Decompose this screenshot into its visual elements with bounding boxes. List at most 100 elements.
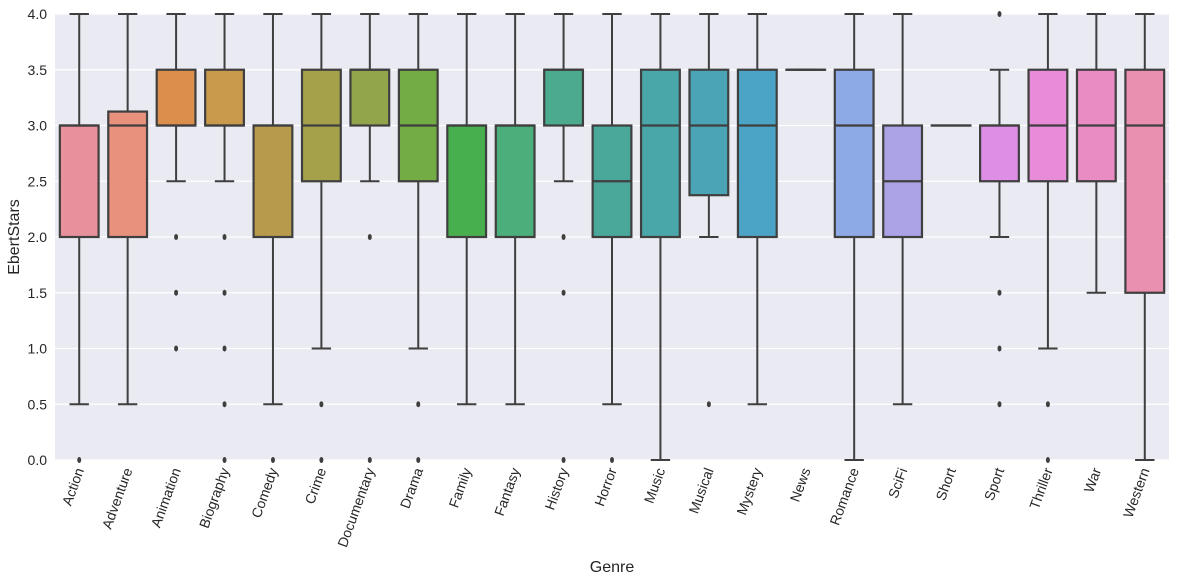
y-axis-ticks: 0.0 0.5 1.0 1.5 2.0 2.5 3.0 3.5 4.0 [28, 6, 48, 468]
box-iqr [155, 68, 197, 127]
outlier-point [706, 401, 711, 408]
x-tick-label: News [787, 466, 814, 504]
outlier-point [416, 401, 421, 408]
y-tick-label: 2.0 [28, 229, 48, 245]
box-iqr [1124, 68, 1166, 294]
box-iqr [58, 124, 100, 239]
box-iqr [204, 68, 245, 127]
box-adventure [107, 13, 149, 406]
x-tick-label: War [1081, 465, 1105, 494]
y-tick-label: 3.5 [28, 62, 48, 78]
x-tick-label: Horror [591, 465, 620, 508]
outlier-point [174, 289, 179, 296]
y-tick-label: 3.0 [28, 118, 48, 134]
box-musical [688, 13, 730, 408]
x-axis-label: Genre [590, 559, 635, 576]
outlier-point [561, 234, 566, 240]
box-western [1124, 13, 1166, 461]
box-iqr [252, 124, 294, 239]
x-tick-label: Thriller [1026, 465, 1056, 511]
box-drama [397, 13, 439, 463]
box-series [58, 11, 1166, 463]
x-tick-label: Western [1120, 466, 1153, 520]
x-tick-label: Mystery [733, 466, 765, 518]
box-family [446, 13, 488, 406]
outlier-point [561, 289, 566, 296]
y-tick-label: 2.5 [28, 173, 48, 189]
y-tick-label: 4.0 [28, 6, 48, 22]
y-tick-label: 0.5 [28, 396, 48, 412]
outlier-point [319, 457, 324, 463]
box-documentary [349, 13, 391, 463]
x-tick-label: Adventure [99, 465, 136, 531]
outlier-point [997, 401, 1002, 408]
outlier-point [270, 457, 275, 463]
x-tick-label: Music [641, 466, 669, 506]
x-tick-label: Biography [196, 466, 233, 531]
outlier-point [222, 289, 227, 296]
box-biography [204, 13, 245, 463]
x-tick-label: Drama [397, 465, 426, 510]
box-iqr [833, 68, 875, 239]
x-tick-label: History [541, 466, 571, 512]
box-scifi [882, 13, 924, 406]
outlier-point [997, 345, 1002, 352]
outlier-point [222, 401, 227, 408]
x-tick-label: Animation [148, 466, 184, 530]
outlier-point [997, 289, 1002, 296]
y-tick-label: 1.5 [28, 285, 48, 301]
outlier-point [997, 11, 1002, 17]
outlier-point [561, 457, 566, 463]
box-sport [979, 11, 1020, 408]
box-fantasy [494, 13, 536, 406]
outlier-point [174, 345, 179, 352]
x-tick-label: Crime [301, 465, 329, 506]
box-iqr [349, 68, 391, 127]
outlier-point [367, 457, 372, 463]
box-action [58, 13, 100, 463]
x-tick-label: Short [932, 465, 959, 502]
box-iqr [736, 68, 778, 239]
x-tick-label: Sport [981, 465, 1008, 502]
box-iqr [688, 68, 730, 197]
x-tick-label: Action [59, 466, 87, 508]
outlier-point [222, 234, 227, 240]
x-tick-label: Family [445, 466, 474, 510]
x-tick-label: Documentary [334, 466, 378, 550]
box-animation [155, 13, 197, 352]
box-comedy [252, 13, 294, 463]
outlier-point [1045, 457, 1050, 463]
outlier-point [416, 457, 421, 463]
outlier-point [174, 234, 179, 240]
box-iqr [107, 110, 149, 239]
x-tick-label: Fantasy [491, 466, 523, 518]
x-tick-label: Comedy [248, 466, 281, 520]
box-mystery [736, 13, 778, 406]
outlier-point [1045, 401, 1050, 408]
outlier-point [319, 401, 324, 408]
x-tick-label: Musical [685, 466, 716, 516]
box-iqr [494, 124, 536, 239]
y-axis-label: EbertStars [6, 199, 23, 275]
y-tick-label: 0.0 [28, 452, 48, 468]
box-iqr [979, 124, 1020, 183]
box-history [543, 13, 585, 463]
y-tick-label: 1.0 [28, 341, 48, 357]
box-iqr [543, 68, 585, 127]
outlier-point [222, 457, 227, 463]
box-iqr [446, 124, 488, 239]
box-war [1075, 13, 1117, 294]
box-music [639, 13, 681, 461]
box-romance [833, 13, 875, 461]
x-axis-ticks: Action Adventure Animation Biography Comedy C… [59, 465, 1153, 549]
outlier-point [222, 345, 227, 352]
x-tick-label: SciFi [885, 466, 911, 501]
outlier-point [610, 457, 614, 463]
box-crime [300, 13, 342, 463]
x-tick-label: Romance [826, 465, 862, 527]
box-horror [591, 13, 633, 463]
outlier-point [77, 457, 82, 463]
outlier-point [367, 234, 372, 240]
box-thriller [1027, 13, 1069, 463]
box-iqr [639, 68, 681, 239]
